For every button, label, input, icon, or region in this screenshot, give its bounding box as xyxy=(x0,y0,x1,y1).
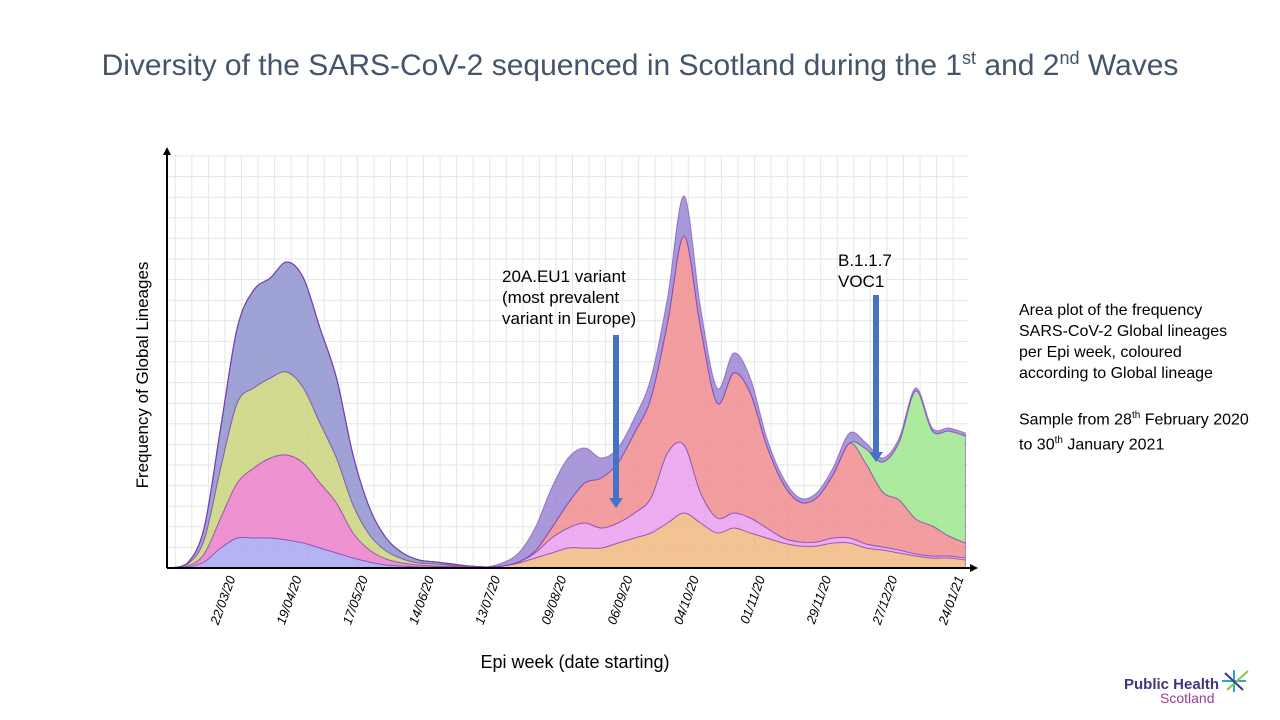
annotation-arrow-head-icon xyxy=(609,498,623,508)
x-tick-label: 01/11/20 xyxy=(737,573,768,625)
sample-text-part: Sample from 28 xyxy=(1019,411,1132,429)
annotation-20a-eu1: 20A.EU1 variant (most prevalent variant … xyxy=(502,266,636,329)
x-tick-label: 14/06/20 xyxy=(406,573,438,626)
title-sup: st xyxy=(962,48,977,68)
x-tick-label: 09/08/20 xyxy=(538,573,570,626)
title-text: Diversity of the SARS-CoV-2 sequenced in… xyxy=(101,49,963,82)
y-axis-label: Frequency of Global Lineages xyxy=(133,261,152,489)
public-health-scotland-logo: Public Health Scotland xyxy=(1124,668,1254,708)
area-series-9 xyxy=(170,195,966,569)
annotation-arrow-shaft xyxy=(613,335,619,498)
logo-line2: Scotland xyxy=(1160,690,1215,706)
star-icon xyxy=(1222,670,1249,692)
sample-text: Sample from 28th February 2020 to 30th J… xyxy=(1019,405,1249,456)
x-axis-arrow-icon xyxy=(970,564,978,572)
y-axis-arrow-icon xyxy=(163,147,171,155)
x-tick-label: 29/11/20 xyxy=(803,573,835,626)
annotation-line: VOC1 xyxy=(838,272,885,291)
annotation-line: variant in Europe) xyxy=(502,309,637,328)
description-text: Area plot of the frequency SARS-CoV-2 Gl… xyxy=(1019,302,1228,382)
sample-text-part: January 2021 xyxy=(1062,436,1165,454)
x-tick-label: 06/09/20 xyxy=(604,573,636,626)
x-axis-label: Epi week (date starting) xyxy=(480,652,670,672)
x-tick-label: 19/04/20 xyxy=(273,573,305,626)
chart-description: Area plot of the frequency SARS-CoV-2 Gl… xyxy=(1019,300,1249,456)
sample-text-part: February 2020 to 30 xyxy=(1019,411,1249,454)
x-tick-label: 22/03/20 xyxy=(207,573,239,627)
sample-sup: th xyxy=(1054,435,1063,447)
title-text: and 2 xyxy=(976,49,1060,82)
annotation-arrow-head-icon xyxy=(869,452,883,462)
logo-line1: Public Health xyxy=(1124,676,1220,693)
annotation-arrow-shaft xyxy=(873,295,879,452)
x-tick-label: 24/01/21 xyxy=(935,574,967,628)
sample-sup: th xyxy=(1131,410,1141,421)
slide-title: Diversity of the SARS-CoV-2 sequenced in… xyxy=(0,48,1280,83)
annotation-b117: B.1.1.7 VOC1 xyxy=(838,250,892,292)
annotation-line: 20A.EU1 variant xyxy=(502,267,626,286)
title-sup: nd xyxy=(1059,48,1080,68)
annotation-line: B.1.1.7 xyxy=(838,251,892,270)
annotation-line: (most prevalent xyxy=(502,288,620,307)
title-text: Waves xyxy=(1079,49,1179,82)
x-tick-label: 17/05/20 xyxy=(339,573,371,626)
x-tick-label: 13/07/20 xyxy=(472,573,504,626)
x-tick-label: 04/10/20 xyxy=(670,573,702,626)
x-tick-label: 27/12/20 xyxy=(869,573,901,627)
